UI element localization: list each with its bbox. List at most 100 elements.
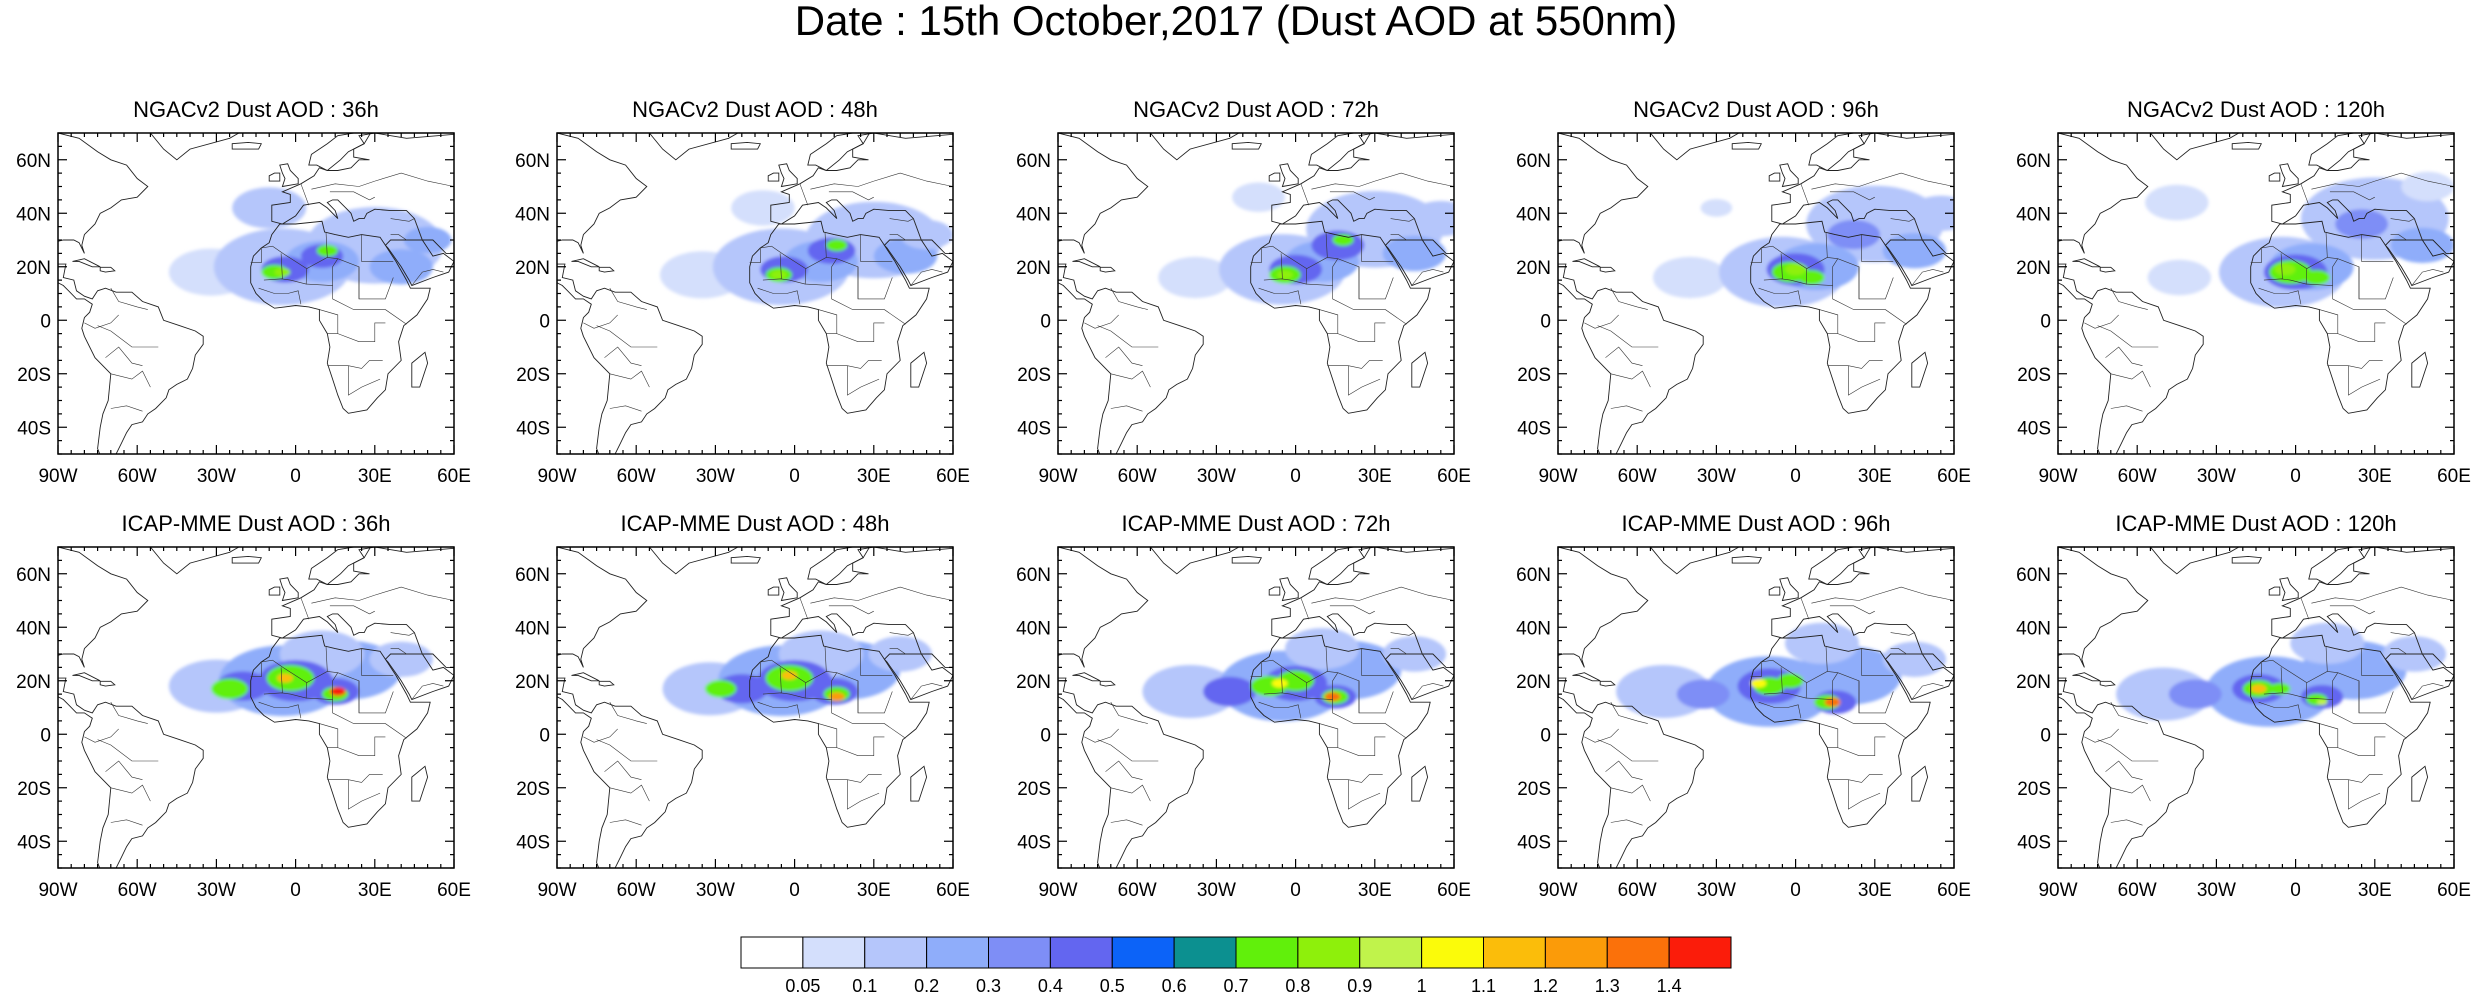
map-panel: ICAP-MME Dust AOD : 120h 60N 40N 20N 0 20S 40S…	[2016, 511, 2471, 901]
colorbar-swatch	[740, 936, 804, 969]
country-border	[1610, 819, 1643, 826]
map-panel: ICAP-MME Dust AOD : 36h 60N 40N 20N 0 20S 40S 9…	[16, 511, 471, 901]
coastline	[2058, 547, 2149, 668]
map-panel: NGACv2 Dust AOD : 48h 60N 40N 20N 0 20S 40S 90W…	[515, 97, 970, 487]
country-border	[272, 645, 328, 683]
country-borders	[2084, 586, 2454, 826]
lat-tick-label: 20S	[1517, 365, 1551, 386]
country-border	[910, 683, 943, 700]
country-border	[281, 268, 307, 285]
country-border	[2300, 597, 2310, 620]
aod-contour	[1798, 270, 1825, 285]
lat-tick-label: 0	[40, 725, 51, 746]
colorbar-label: 0.1	[852, 976, 877, 994]
coastline	[1771, 547, 1954, 668]
aod-contour	[232, 187, 307, 229]
country-border	[258, 701, 302, 719]
coastlines	[1058, 133, 1454, 454]
country-border	[831, 285, 906, 325]
coastline	[730, 141, 761, 150]
coastline	[1649, 547, 1740, 575]
country-border	[329, 605, 375, 615]
aod-contour	[1277, 270, 1293, 280]
lat-tick-label: 40S	[1517, 418, 1551, 439]
coastline	[1149, 133, 1240, 161]
country-border	[1374, 586, 1454, 601]
country-border	[771, 645, 827, 683]
coastline	[730, 555, 761, 564]
dust-aod-field	[168, 630, 433, 717]
country-border	[2311, 594, 2375, 604]
coastline	[778, 163, 798, 188]
country-border	[1329, 605, 1375, 615]
country-border	[319, 723, 339, 748]
aod-contour	[704, 680, 737, 698]
colorbar-label: 1.3	[1595, 976, 1620, 994]
country-border	[2300, 183, 2310, 206]
lat-tick-label: 20N	[515, 672, 550, 693]
lon-tick-label: 90W	[38, 466, 77, 487]
country-border	[2337, 736, 2386, 756]
country-border	[2348, 365, 2381, 396]
map-panel: ICAP-MME Dust AOD : 72h 60N 40N 20N 0 20S 40S 9…	[1016, 511, 1471, 901]
country-border	[1750, 659, 1773, 677]
country-border	[873, 586, 953, 601]
lat-tick-label: 20N	[515, 258, 550, 279]
coastline	[2271, 547, 2454, 668]
lon-tick-label: 30W	[2197, 880, 2236, 901]
country-border	[358, 266, 394, 300]
country-border	[1097, 739, 1159, 762]
lat-tick-label: 0	[539, 725, 550, 746]
lon-tick-label: 0	[290, 466, 301, 487]
coastline	[1231, 555, 1262, 564]
coastline	[1911, 351, 1929, 388]
lon-tick-label: 30W	[1697, 466, 1736, 487]
country-border	[300, 597, 310, 620]
coastline	[308, 133, 372, 172]
lon-tick-label: 0	[1290, 880, 1301, 901]
lon-tick-label: 30E	[1858, 880, 1892, 901]
country-border	[390, 632, 423, 655]
country-border	[749, 659, 772, 677]
country-border	[97, 325, 159, 348]
country-border	[749, 245, 772, 263]
coastline	[1750, 220, 1931, 414]
country-border	[583, 314, 618, 329]
coastline	[99, 266, 116, 273]
coastline	[778, 577, 798, 602]
aod-contour	[2145, 184, 2209, 221]
country-border	[1827, 360, 1883, 369]
map-panel: NGACv2 Dust AOD : 120h 60N 40N 20N 0 20S 40S 90…	[2016, 97, 2471, 487]
lat-tick-label: 40N	[515, 204, 550, 225]
country-border	[2097, 325, 2159, 348]
lon-tick-label: 0	[290, 880, 301, 901]
dust-aod-field	[2145, 171, 2454, 308]
country-border	[84, 728, 119, 743]
country-border	[1281, 682, 1307, 699]
country-border	[2110, 370, 2151, 388]
coastline	[2308, 133, 2372, 172]
coastline	[231, 555, 262, 564]
coastline	[1271, 133, 1454, 254]
lon-tick-label: 30E	[1358, 466, 1392, 487]
aod-contour	[1882, 233, 1947, 269]
country-border	[1110, 405, 1143, 412]
country-border	[889, 234, 922, 241]
lat-tick-label: 0	[2040, 311, 2051, 332]
country-border	[1306, 672, 1339, 700]
country-border	[604, 346, 642, 366]
lon-tick-label: 90W	[38, 880, 77, 901]
lat-tick-label: 40N	[515, 618, 550, 639]
lon-tick-label: 60W	[2118, 880, 2157, 901]
coastline	[571, 672, 600, 682]
coastline	[1750, 634, 1931, 828]
lon-tick-label: 60E	[1937, 880, 1971, 901]
country-border	[2358, 680, 2394, 714]
aod-contour	[2250, 684, 2267, 694]
lon-tick-label: 60W	[1618, 880, 1657, 901]
coastline	[1599, 266, 1616, 273]
coastline	[2231, 141, 2262, 150]
country-border	[1110, 784, 1151, 802]
coastline	[807, 547, 871, 586]
